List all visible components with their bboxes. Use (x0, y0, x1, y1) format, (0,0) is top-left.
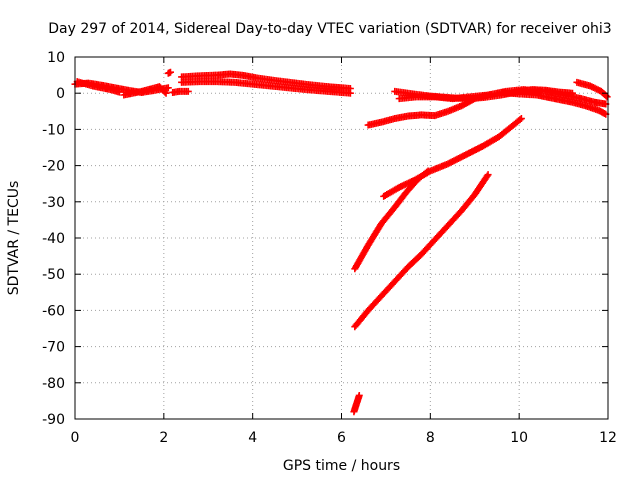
y-tick-label: 10 (47, 50, 65, 66)
data-series (73, 78, 123, 96)
grid (75, 57, 608, 419)
y-tick-label: -40 (42, 231, 65, 247)
y-tick-label: -30 (42, 195, 65, 211)
data-point (355, 391, 363, 399)
data-series (169, 87, 192, 96)
data-point (115, 88, 123, 96)
data-point (517, 115, 525, 123)
x-tick-label: 10 (510, 430, 528, 446)
data-series (573, 78, 611, 101)
tick-labels: 0 2 4 6 8 10 12 10 0 -10 -20 -30 -40 -50 -60 -70 -80 -90 (42, 50, 617, 446)
data-point (516, 116, 524, 124)
data-point (483, 172, 491, 180)
data-point (164, 84, 172, 92)
x-tick-label: 4 (248, 430, 257, 446)
data-series (178, 78, 354, 97)
data-point (184, 87, 192, 95)
x-tick-label: 12 (599, 430, 617, 446)
data-series (120, 83, 170, 99)
data-point (346, 89, 354, 97)
data-series (351, 171, 492, 331)
data-point (484, 171, 492, 179)
y-tick-label: -90 (42, 412, 65, 428)
x-axis-label: GPS time / hours (283, 458, 400, 474)
data-series (395, 86, 545, 103)
data-series (380, 115, 525, 200)
data-series (350, 391, 363, 416)
y-tick-label: 0 (56, 86, 65, 102)
y-tick-label: -70 (42, 340, 65, 356)
y-tick-label: -10 (42, 122, 65, 138)
y-axis-label: SDTVAR / TECUs (6, 181, 22, 296)
x-tick-label: 6 (337, 430, 346, 446)
chart-title: Day 297 of 2014, Sidereal Day-to-day VTE… (48, 21, 611, 37)
data-point (166, 68, 174, 76)
x-tick-label: 0 (71, 430, 80, 446)
data-series (542, 87, 610, 108)
y-tick-label: -60 (42, 303, 65, 319)
data-series (164, 68, 174, 77)
data-point (161, 88, 169, 96)
data-point (603, 93, 611, 101)
data-series (497, 88, 610, 118)
y-tick-label: -20 (42, 159, 65, 175)
data-points (71, 68, 611, 416)
x-tick-label: 8 (426, 430, 435, 446)
x-tick-label: 2 (159, 430, 168, 446)
data-point (162, 89, 170, 97)
y-tick-label: -50 (42, 267, 65, 283)
y-tick-label: -80 (42, 376, 65, 392)
